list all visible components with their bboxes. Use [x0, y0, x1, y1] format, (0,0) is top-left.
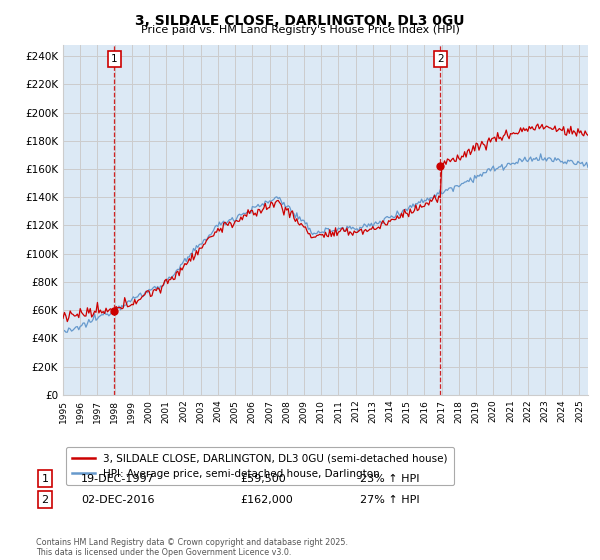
Text: £59,500: £59,500 — [240, 474, 286, 484]
Text: £162,000: £162,000 — [240, 494, 293, 505]
Text: 23% ↑ HPI: 23% ↑ HPI — [360, 474, 419, 484]
Legend: 3, SILDALE CLOSE, DARLINGTON, DL3 0GU (semi-detached house), HPI: Average price,: 3, SILDALE CLOSE, DARLINGTON, DL3 0GU (s… — [65, 447, 454, 485]
Text: Contains HM Land Registry data © Crown copyright and database right 2025.
This d: Contains HM Land Registry data © Crown c… — [36, 538, 348, 557]
Text: Price paid vs. HM Land Registry's House Price Index (HPI): Price paid vs. HM Land Registry's House … — [140, 25, 460, 35]
Text: 2: 2 — [41, 494, 49, 505]
Text: 19-DEC-1997: 19-DEC-1997 — [81, 474, 155, 484]
Text: 1: 1 — [41, 474, 49, 484]
Text: 3, SILDALE CLOSE, DARLINGTON, DL3 0GU: 3, SILDALE CLOSE, DARLINGTON, DL3 0GU — [135, 14, 465, 28]
Text: 2: 2 — [437, 54, 443, 64]
Text: 1: 1 — [111, 54, 118, 64]
Text: 02-DEC-2016: 02-DEC-2016 — [81, 494, 155, 505]
Text: 27% ↑ HPI: 27% ↑ HPI — [360, 494, 419, 505]
